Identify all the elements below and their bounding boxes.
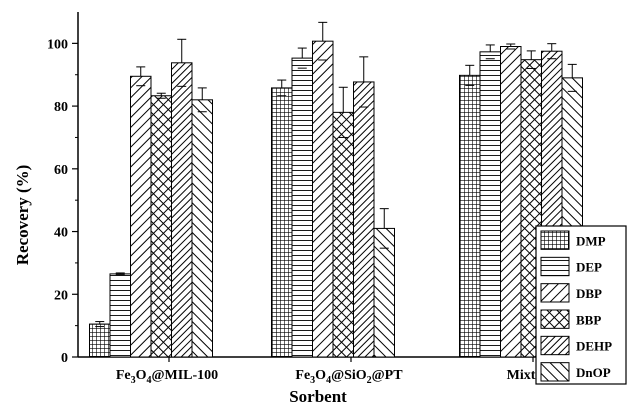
bar-bbp xyxy=(332,111,354,358)
bar-dehp xyxy=(171,62,193,358)
legend: DMP DEP DBP BBP DEHP DnOP xyxy=(535,225,627,385)
y-tick-label: 20 xyxy=(54,288,68,303)
bar-bbp xyxy=(150,95,172,358)
bar-dehp xyxy=(353,81,375,358)
bar-dmp xyxy=(89,323,111,358)
legend-swatch-dmp xyxy=(540,230,570,250)
y-tick-label: 80 xyxy=(54,100,68,115)
legend-box xyxy=(535,225,627,385)
bar-dbp xyxy=(500,46,522,358)
legend-label-dbp: DBP xyxy=(576,286,602,301)
x-tick-label: Fe3O4@SiO2@PT xyxy=(295,368,403,386)
x-tick-label: Fe3O4@MIL-100 xyxy=(116,368,218,386)
legend-swatch-dehp xyxy=(540,335,570,356)
bar-dmp xyxy=(271,87,293,358)
y-tick-label: 100 xyxy=(47,37,68,52)
y-tick-label: 60 xyxy=(54,163,68,178)
legend-label-dmp: DMP xyxy=(576,233,606,248)
legend-label-bbp: BBP xyxy=(576,312,601,327)
y-tick-label: 40 xyxy=(54,226,68,241)
legend-label-dnop: DnOP xyxy=(576,365,611,380)
bar-dnop xyxy=(191,99,213,358)
legend-swatch-dbp xyxy=(540,283,570,303)
bar-dmp xyxy=(459,74,481,358)
legend-swatch-dnop xyxy=(540,362,570,382)
legend-swatch-dep xyxy=(540,256,570,277)
y-tick-label: 0 xyxy=(61,351,68,366)
bar-dbp xyxy=(312,40,334,358)
legend-swatch-bbp xyxy=(540,309,570,329)
bar-dep xyxy=(109,273,131,358)
bar-dep xyxy=(291,57,313,358)
legend-label-dep: DEP xyxy=(576,260,602,275)
legend-label-dehp: DEHP xyxy=(576,339,612,354)
bar-dbp xyxy=(130,75,152,358)
bar-dep xyxy=(479,51,501,358)
y-axis-title: Recovery (%) xyxy=(13,165,32,266)
x-axis-title: Sorbent xyxy=(289,387,347,406)
